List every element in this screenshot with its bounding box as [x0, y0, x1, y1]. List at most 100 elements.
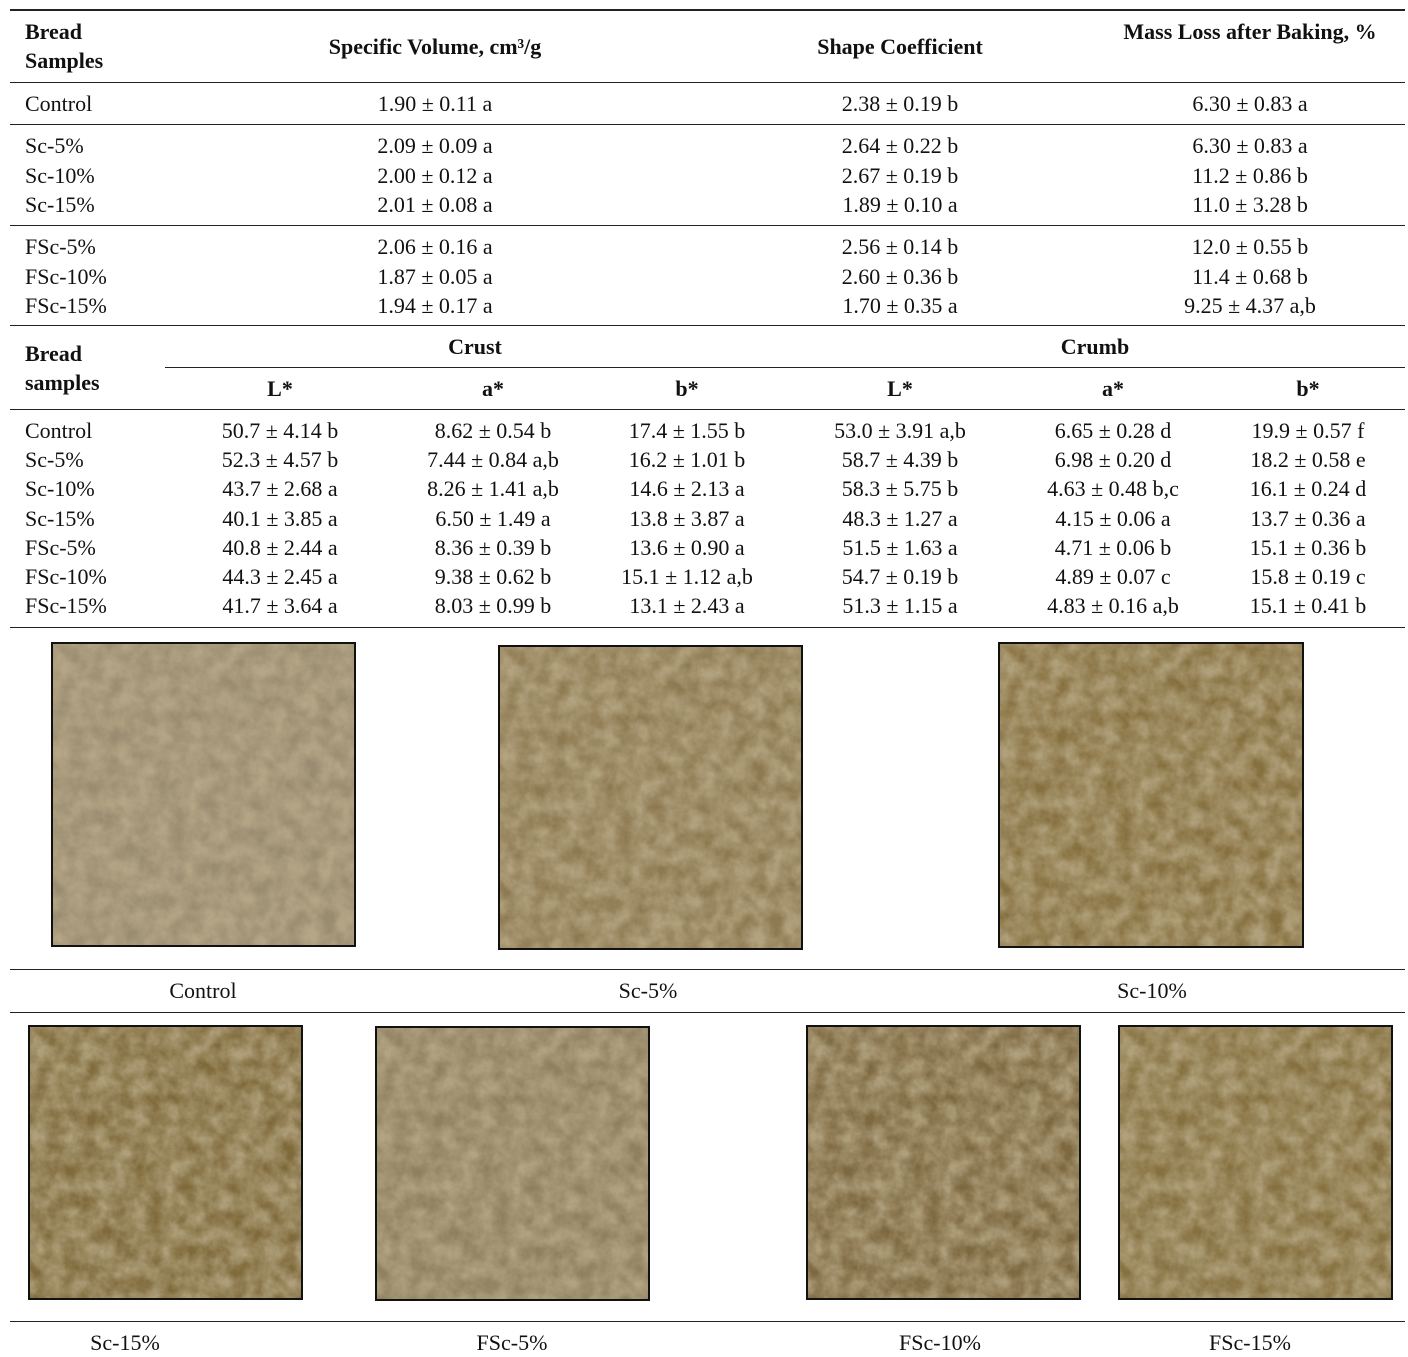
caption: Sc-10% — [1052, 976, 1252, 1005]
rule — [10, 969, 1405, 970]
cell: 41.7 ± 3.64 a — [170, 591, 390, 620]
rule — [10, 82, 1405, 83]
column-header: L* — [810, 374, 990, 403]
column-header: Mass Loss after Baking, % — [1113, 17, 1388, 46]
column-header: Shape Coefficient — [750, 32, 1050, 61]
cell: 11.4 ± 0.68 b — [1100, 262, 1400, 291]
rule — [10, 1012, 1405, 1013]
bread-photo — [375, 1026, 650, 1301]
cell: 6.98 ± 0.20 d — [1003, 445, 1223, 474]
cell: 51.5 ± 1.63 a — [790, 533, 1010, 562]
cell: 8.36 ± 0.39 b — [383, 533, 603, 562]
cell: 4.89 ± 0.07 c — [1003, 562, 1223, 591]
row-label: Sc-5% — [25, 445, 84, 474]
cell: 7.44 ± 0.84 a,b — [383, 445, 603, 474]
cell: 2.09 ± 0.09 a — [285, 131, 585, 160]
row-label: Control — [25, 416, 92, 445]
cell: 2.06 ± 0.16 a — [285, 232, 585, 261]
row-label: FSc-15% — [25, 591, 107, 620]
group-header: Crumb — [945, 332, 1245, 361]
cell: 51.3 ± 1.15 a — [790, 591, 1010, 620]
cell: 4.15 ± 0.06 a — [1003, 504, 1223, 533]
column-header: Bread samples — [25, 339, 125, 397]
cell: 48.3 ± 1.27 a — [790, 504, 1010, 533]
caption: Sc-5% — [548, 976, 748, 1005]
cell: 9.25 ± 4.37 a,b — [1100, 291, 1400, 320]
cell: 9.38 ± 0.62 b — [383, 562, 603, 591]
bread-photo — [998, 642, 1304, 948]
cell: 1.89 ± 0.10 a — [750, 190, 1050, 219]
group-header: Crust — [325, 332, 625, 361]
page: {"table1": {"header": ["Bread Samples", … — [0, 0, 1408, 1356]
texture — [53, 644, 354, 945]
cell: 8.62 ± 0.54 b — [383, 416, 603, 445]
cell: 4.71 ± 0.06 b — [1003, 533, 1223, 562]
rule — [10, 409, 1405, 410]
cell: 6.30 ± 0.83 a — [1100, 131, 1400, 160]
bread-photo — [51, 642, 356, 947]
cell: 19.9 ± 0.57 f — [1198, 416, 1408, 445]
cell: 13.1 ± 2.43 a — [577, 591, 797, 620]
cell: 11.2 ± 0.86 b — [1100, 161, 1400, 190]
row-label: Sc-15% — [25, 190, 95, 219]
rule — [10, 124, 1405, 125]
cell: 15.1 ± 0.41 b — [1198, 591, 1408, 620]
cell: 13.7 ± 0.36 a — [1198, 504, 1408, 533]
row-label: Sc-15% — [25, 504, 95, 533]
cell: 2.56 ± 0.14 b — [750, 232, 1050, 261]
texture — [1120, 1027, 1391, 1298]
cell: 1.70 ± 0.35 a — [750, 291, 1050, 320]
cell: 2.01 ± 0.08 a — [285, 190, 585, 219]
bread-photo — [498, 645, 803, 950]
cell: 4.63 ± 0.48 b,c — [1003, 474, 1223, 503]
cell: 6.65 ± 0.28 d — [1003, 416, 1223, 445]
caption: FSc-15% — [1150, 1328, 1350, 1357]
cell: 53.0 ± 3.91 a,b — [790, 416, 1010, 445]
column-header: b* — [597, 374, 777, 403]
cell: 50.7 ± 4.14 b — [170, 416, 390, 445]
cell: 17.4 ± 1.55 b — [577, 416, 797, 445]
cell: 8.26 ± 1.41 a,b — [383, 474, 603, 503]
row-label: FSc-10% — [25, 262, 107, 291]
cell: 54.7 ± 0.19 b — [790, 562, 1010, 591]
cell: 16.2 ± 1.01 b — [577, 445, 797, 474]
cell: 1.90 ± 0.11 a — [285, 89, 585, 118]
cell: 15.1 ± 0.36 b — [1198, 533, 1408, 562]
cell: 1.87 ± 0.05 a — [285, 262, 585, 291]
texture — [500, 647, 801, 948]
cell: 40.8 ± 2.44 a — [170, 533, 390, 562]
row-label: Sc-5% — [25, 131, 84, 160]
cell: 40.1 ± 3.85 a — [170, 504, 390, 533]
cell: 4.83 ± 0.16 a,b — [1003, 591, 1223, 620]
cell: 16.1 ± 0.24 d — [1198, 474, 1408, 503]
cell: 2.00 ± 0.12 a — [285, 161, 585, 190]
column-header: Bread Samples — [25, 17, 125, 75]
cell: 13.6 ± 0.90 a — [577, 533, 797, 562]
texture — [808, 1027, 1079, 1298]
cell: 43.7 ± 2.68 a — [170, 474, 390, 503]
texture — [377, 1028, 648, 1299]
row-label: FSc-15% — [25, 291, 107, 320]
cell: 6.30 ± 0.83 a — [1100, 89, 1400, 118]
cell: 58.7 ± 4.39 b — [790, 445, 1010, 474]
row-label: Sc-10% — [25, 474, 95, 503]
column-header: a* — [403, 374, 583, 403]
cell: 1.94 ± 0.17 a — [285, 291, 585, 320]
cell: 44.3 ± 2.45 a — [170, 562, 390, 591]
row-label: FSc-10% — [25, 562, 107, 591]
row-label: FSc-5% — [25, 232, 96, 261]
row-label: Sc-10% — [25, 161, 95, 190]
cell: 58.3 ± 5.75 b — [790, 474, 1010, 503]
column-header: L* — [190, 374, 370, 403]
cell: 2.64 ± 0.22 b — [750, 131, 1050, 160]
cell: 12.0 ± 0.55 b — [1100, 232, 1400, 261]
rule — [10, 1321, 1405, 1322]
rule — [165, 367, 1405, 368]
caption: FSc-10% — [840, 1328, 1040, 1357]
column-header: b* — [1218, 374, 1398, 403]
row-label: FSc-5% — [25, 533, 96, 562]
cell: 15.1 ± 1.12 a,b — [577, 562, 797, 591]
bread-photo — [806, 1025, 1081, 1300]
bread-photo — [28, 1025, 303, 1300]
cell: 11.0 ± 3.28 b — [1100, 190, 1400, 219]
